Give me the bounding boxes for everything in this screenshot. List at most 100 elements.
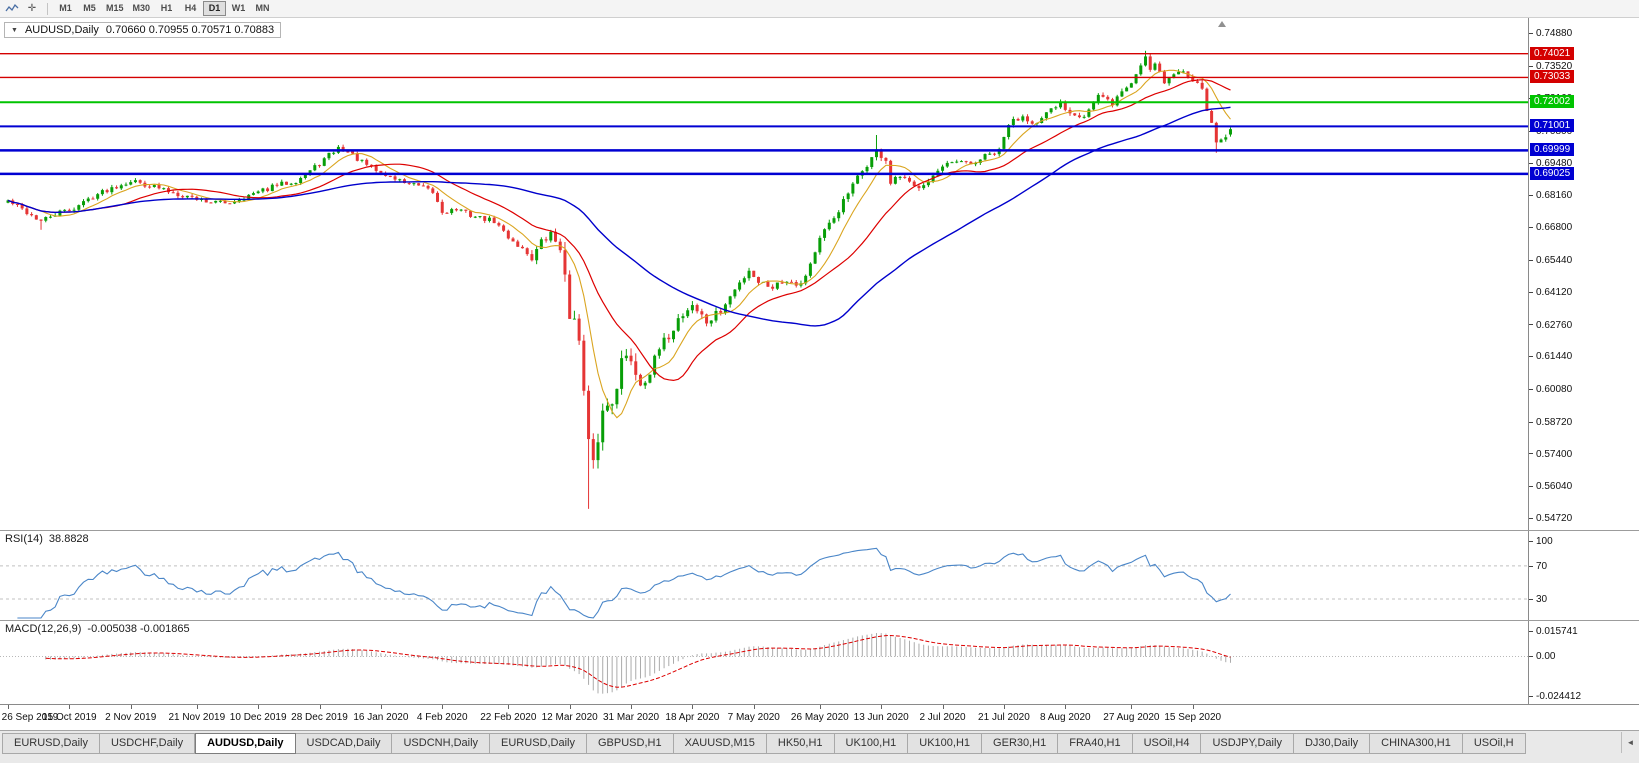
hline-price-label[interactable]: 0.71001: [1530, 119, 1575, 133]
macd-tick: 0.015741: [1529, 626, 1578, 637]
date-label: 18 Apr 2020: [665, 712, 720, 723]
hline-price-label[interactable]: 0.69999: [1530, 143, 1575, 157]
rsi-tick: 100: [1529, 536, 1553, 547]
price-tick: 0.69480: [1529, 158, 1572, 169]
chart-tab-GER30-H1[interactable]: GER30,H1: [982, 733, 1059, 754]
tab-scroll-button[interactable]: ◄: [1621, 732, 1639, 753]
hline-price-label[interactable]: 0.74021: [1530, 46, 1575, 60]
rsi-canvas[interactable]: [0, 531, 1528, 620]
price-tick: 0.65440: [1529, 255, 1572, 266]
date-label: 2 Nov 2019: [105, 712, 157, 723]
timeframe-button-H4[interactable]: H4: [184, 3, 197, 13]
price-axis[interactable]: 0.748800.735200.721600.708000.694800.681…: [1528, 18, 1639, 530]
date-label: 13 Jun 2020: [853, 712, 909, 723]
date-label: 12 Mar 2020: [541, 712, 598, 723]
crosshair-icon[interactable]: ✛: [27, 3, 37, 14]
time-tick: [753, 705, 755, 709]
time-tick: [1065, 705, 1067, 709]
chart-title-box: ▼ AUDUSD,Daily 0.70660 0.70955 0.70571 0…: [4, 22, 282, 38]
time-tick: [631, 705, 633, 709]
time-tick: [319, 705, 321, 709]
time-tick: [569, 705, 571, 709]
macd-name: MACD(12,26,9): [5, 623, 82, 635]
timeframe-button-H1[interactable]: H1: [160, 3, 173, 13]
time-tick: [1131, 705, 1133, 709]
time-tick: [69, 705, 71, 709]
time-tick: [508, 705, 510, 709]
macd-tick: 0.00: [1529, 651, 1555, 662]
price-tick: 0.68160: [1529, 190, 1572, 201]
timeframe-button-D1[interactable]: D1: [203, 1, 227, 16]
chart-dropdown-icon[interactable]: ▼: [11, 26, 18, 34]
timeframe-button-M1[interactable]: M1: [59, 3, 72, 13]
chart-tab-DJ30-Daily[interactable]: DJ30,Daily: [1293, 733, 1371, 754]
rsi-tick: 30: [1529, 594, 1547, 605]
rsi-name: RSI(14): [5, 533, 43, 545]
hline-price-label[interactable]: 0.69025: [1530, 166, 1575, 180]
time-tick: [819, 705, 821, 709]
macd-axis[interactable]: 0.015741 0.00 -0.024412: [1528, 621, 1639, 704]
time-tick: [1192, 705, 1194, 709]
chart-tab-GBPUSD-H1[interactable]: GBPUSD,H1: [587, 733, 674, 754]
timeframe-button-W1[interactable]: W1: [231, 3, 246, 13]
macd-values: -0.005038 -0.001865: [87, 623, 190, 635]
time-axis[interactable]: 26 Sep 2019 15 Oct 2019 2 Nov 2019 21 Nov 2…: [0, 705, 1639, 730]
date-label: 26 May 2020: [790, 712, 849, 723]
chart-canvas[interactable]: [0, 18, 1528, 530]
chart-shift-marker[interactable]: [1218, 21, 1226, 27]
hline-price-label[interactable]: 0.73033: [1530, 70, 1575, 84]
time-tick: [8, 705, 9, 709]
chart-tab-AUDUSD-Daily[interactable]: AUDUSD,Daily: [195, 733, 296, 754]
chart-ohlc-values: 0.70660 0.70955 0.70571 0.70883: [105, 24, 275, 36]
hline-price-label[interactable]: 0.72002: [1530, 95, 1575, 109]
macd-histogram: [45, 633, 1231, 694]
date-label: 10 Dec 2019: [229, 712, 287, 723]
time-tick: [442, 705, 444, 709]
rsi-axis[interactable]: 100 70 30: [1528, 531, 1639, 620]
rsi-label: RSI(14) 38.8828: [5, 533, 89, 545]
date-label: 21 Jul 2020: [978, 712, 1030, 723]
macd-canvas[interactable]: [0, 621, 1528, 704]
chart-tab-FRA40-H1[interactable]: FRA40,H1: [1058, 733, 1133, 754]
date-label: 28 Dec 2019: [291, 712, 348, 723]
chart-tab-USOil-H[interactable]: USOil,H: [1462, 733, 1526, 754]
chart-tab-HK50-H1[interactable]: HK50,H1: [766, 733, 835, 754]
chart-tab-USDCHF-Daily[interactable]: USDCHF,Daily: [99, 733, 196, 754]
chart-tab-XAUUSD-M15[interactable]: XAUUSD,M15: [673, 733, 767, 754]
price-tick: 0.60080: [1529, 384, 1572, 395]
macd-tick: -0.024412: [1529, 691, 1581, 702]
price-tick: 0.64120: [1529, 287, 1572, 298]
candles-layer: [6, 50, 1232, 509]
date-label: 7 May 2020: [727, 712, 780, 723]
chart-tab-USOil-H4[interactable]: USOil,H4: [1132, 733, 1202, 754]
main-chart-panel: 0.748800.735200.721600.708000.694800.681…: [0, 18, 1639, 531]
rsi-panel: 100 70 30 RSI(14) 38.8828: [0, 531, 1639, 621]
chart-line-icon[interactable]: [3, 2, 21, 16]
hlines-layer[interactable]: [0, 52, 1528, 176]
date-label: 26 Sep 2019: [1, 712, 59, 723]
time-tick: [130, 705, 132, 709]
chart-tab-UK100-H1[interactable]: UK100,H1: [834, 733, 909, 754]
chart-tab-USDCAD-Daily[interactable]: USDCAD,Daily: [295, 733, 393, 754]
chart-tab-EURUSD-Daily[interactable]: EURUSD,Daily: [490, 733, 587, 754]
time-tick: [196, 705, 198, 709]
chart-tab-CHINA300-H1[interactable]: CHINA300,H1: [1370, 733, 1463, 754]
price-tick: 0.56040: [1529, 481, 1572, 492]
time-tick: [692, 705, 694, 709]
chart-tab-USDCNH-Daily[interactable]: USDCNH,Daily: [392, 733, 491, 754]
date-label: 15 Sep 2020: [1164, 712, 1222, 723]
chart-tab-EURUSD-Daily[interactable]: EURUSD,Daily: [2, 733, 100, 754]
timeframe-button-M5[interactable]: M5: [83, 3, 96, 13]
timeframe-button-M30[interactable]: M30: [132, 3, 151, 13]
price-tick: 0.57400: [1529, 449, 1572, 460]
timeframe-button-M15[interactable]: M15: [106, 3, 124, 13]
chart-tab-UK100-H1[interactable]: UK100,H1: [908, 733, 983, 754]
price-tick: 0.61440: [1529, 351, 1572, 362]
macd-signal-line: [45, 634, 1231, 688]
chart-tab-USDJPY-Daily[interactable]: USDJPY,Daily: [1201, 733, 1294, 754]
rsi-value: 38.8828: [48, 533, 89, 545]
timeframe-button-MN[interactable]: MN: [255, 3, 270, 13]
time-tick: [380, 705, 382, 709]
chart-title: AUDUSD,Daily: [24, 24, 99, 36]
date-label: 21 Nov 2019: [168, 712, 226, 723]
